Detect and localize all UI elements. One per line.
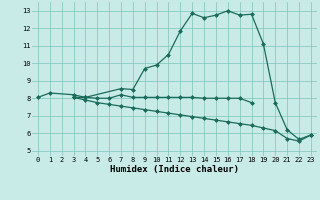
X-axis label: Humidex (Indice chaleur): Humidex (Indice chaleur)	[110, 165, 239, 174]
